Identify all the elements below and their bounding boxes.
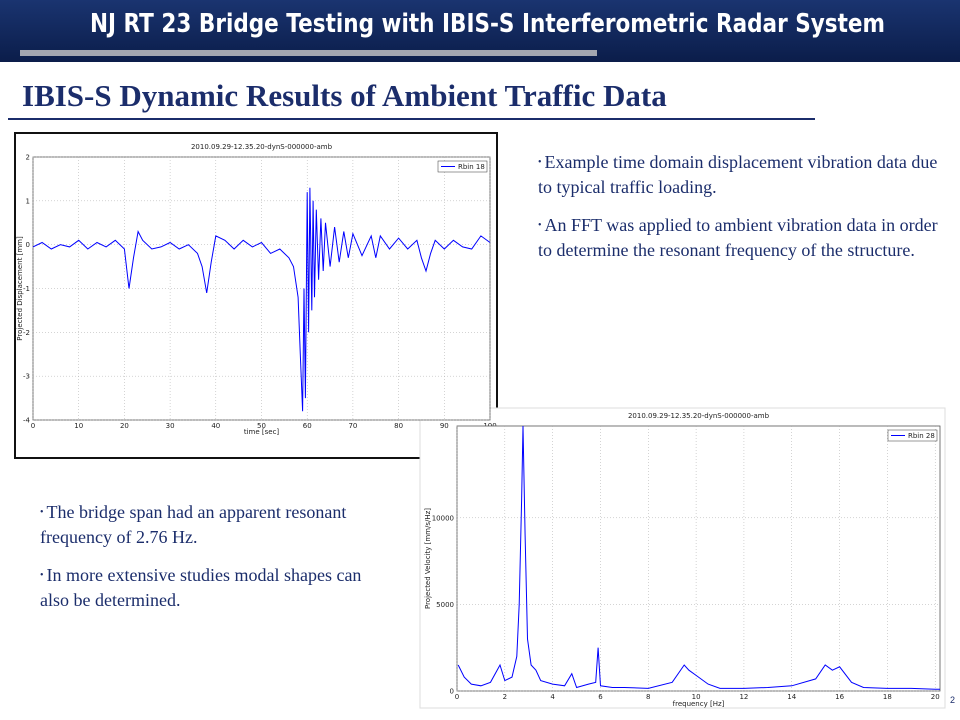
y-tick-label: 5000	[436, 601, 454, 609]
x-axis-label: time [sec]	[244, 428, 280, 436]
x-tick-label: 30	[166, 422, 175, 430]
x-axis-label: frequency [Hz]	[673, 700, 725, 708]
legend-box	[437, 160, 488, 173]
x-tick-label: 12	[739, 693, 748, 701]
x-tick-label: 10	[692, 693, 701, 701]
x-tick-label: 60	[303, 422, 312, 430]
section-title: IBIS-S Dynamic Results of Ambient Traffi…	[22, 78, 667, 113]
bullet-list: Example time domain displacement vibrati…	[538, 150, 938, 276]
bullet-list: The bridge span had an apparent resonant…	[40, 500, 375, 626]
x-tick-label: 80	[394, 422, 403, 430]
x-tick-label: 0	[31, 422, 35, 430]
y-tick-label: 2	[26, 154, 30, 162]
header-title: NJ RT 23 Bridge Testing with IBIS-S Inte…	[90, 9, 885, 39]
legend-label: Rbin 28	[908, 432, 935, 440]
chart-title: 2010.09.29-12.35.20-dynS-000000-amb	[191, 143, 333, 151]
x-tick-label: 20	[120, 422, 129, 430]
x-tick-label: 14	[787, 693, 796, 701]
y-axis-label: Projected Velocity [mm/s/Hz]	[424, 508, 432, 609]
x-tick-label: 18	[883, 693, 892, 701]
x-tick-label: 2	[503, 693, 507, 701]
x-tick-label: 8	[646, 693, 650, 701]
bullet: In more extensive studies modal shapes c…	[40, 563, 375, 612]
x-tick-label: 90	[440, 422, 449, 430]
y-tick-label: -4	[23, 417, 31, 425]
y-tick-label: 0	[450, 688, 454, 696]
legend-label: Rbin 18	[458, 163, 485, 171]
data-line	[33, 187, 491, 412]
chart-title: 2010.09.29-12.35.20-dynS-000000-amb	[628, 412, 770, 420]
header-accent	[20, 50, 597, 56]
y-axis-label: Projected Displacement [mm]	[16, 236, 24, 341]
x-tick-label: 70	[348, 422, 357, 430]
data-line	[457, 426, 940, 690]
y-tick-label: 10000	[432, 514, 454, 522]
x-tick-label: 0	[455, 693, 459, 701]
y-tick-label: -1	[23, 285, 30, 293]
x-tick-label: 20	[931, 693, 940, 701]
x-tick-label: 6	[598, 693, 603, 701]
bullet: Example time domain displacement vibrati…	[538, 150, 938, 199]
plot-area	[456, 425, 941, 692]
page-number: 2	[950, 695, 955, 705]
y-tick-label: -2	[23, 329, 30, 337]
bullet: The bridge span had an apparent resonant…	[40, 500, 375, 549]
x-tick-label: 16	[835, 693, 844, 701]
legend-box	[887, 429, 938, 442]
bullet: An FFT was applied to ambient vibration …	[538, 213, 938, 262]
y-tick-label: -3	[23, 373, 30, 381]
x-tick-label: 4	[550, 693, 555, 701]
x-tick-label: 10	[74, 422, 83, 430]
y-tick-label: 1	[26, 197, 30, 205]
x-tick-label: 50	[257, 422, 266, 430]
y-tick-label: 0	[26, 241, 30, 249]
x-tick-label: 40	[211, 422, 220, 430]
